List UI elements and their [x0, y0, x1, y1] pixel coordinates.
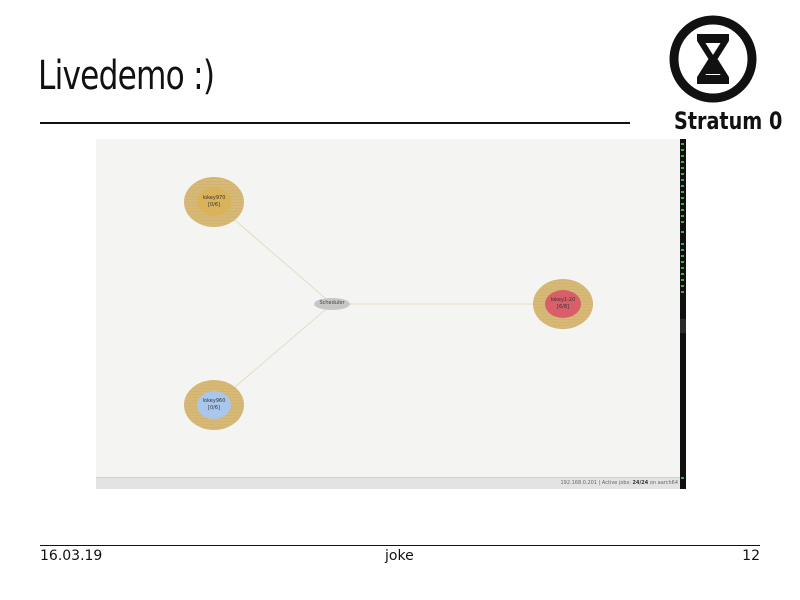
terminal-line [681, 273, 684, 275]
slide-title: Livedemo :) [38, 53, 215, 99]
terminal-line [681, 291, 684, 293]
terminal-line [681, 231, 684, 233]
terminal-divider [680, 319, 686, 333]
terminal-line [681, 255, 684, 257]
node-name: lokey960 [202, 398, 226, 404]
terminal-line [681, 179, 684, 181]
terminal-line [681, 279, 684, 281]
graph-edges [213, 201, 563, 406]
terminal-pane[interactable] [680, 139, 686, 489]
node-name: lokey970 [202, 195, 226, 201]
node-jobs: [0/6] [208, 202, 220, 208]
terminal-line [681, 249, 684, 251]
title-divider [40, 122, 630, 124]
terminal-line [681, 149, 684, 151]
node-name: lokey1-20 [550, 297, 576, 303]
status-jobs-value: 24/24 [632, 480, 649, 486]
footer-divider [40, 545, 760, 546]
node-label-lokey970: lokey970 [0/6] [194, 195, 234, 209]
stratum0-logo: Stratum 0 [664, 14, 783, 136]
status-bar: 192.168.0.201 | Active jobs: 24/24 on aa… [96, 477, 680, 489]
node-jobs: [0/6] [208, 405, 220, 411]
node-graph [184, 177, 593, 430]
hourglass-icon [669, 15, 757, 103]
node-label-lokey960: lokey960 [0/6] [194, 398, 234, 412]
terminal-cursor [681, 477, 684, 479]
terminal-line [681, 191, 684, 193]
footer-date: 16.03.19 [40, 548, 103, 564]
node-jobs: [6/8] [557, 304, 569, 310]
status-text: 192.168.0.201 | Active jobs: 24/24 on aa… [560, 480, 678, 486]
terminal-line [681, 267, 684, 269]
footer-page-number: 12 [742, 548, 760, 564]
terminal-line [681, 161, 684, 163]
scheduler-node[interactable] [314, 298, 350, 310]
terminal-line [681, 167, 684, 169]
footer-author: joke [385, 548, 414, 564]
node-label-lokey120: lokey1-20 [6/8] [543, 297, 583, 311]
terminal-line [681, 143, 684, 145]
terminal-line [681, 221, 684, 223]
status-jobs-label: Active jobs: [601, 480, 631, 486]
terminal-line [681, 285, 684, 287]
terminal-line [681, 185, 684, 187]
status-address: 192.168.0.201 [560, 480, 598, 486]
node-lokey120[interactable] [533, 279, 593, 329]
terminal-line [681, 197, 684, 199]
terminal-line [681, 209, 684, 211]
scheduler-label: Scheduler [319, 300, 345, 306]
terminal-line [681, 155, 684, 157]
node-lokey960[interactable] [184, 380, 244, 430]
node-lokey970[interactable] [184, 177, 244, 227]
terminal-line [681, 203, 684, 205]
logo-text: Stratum 0 [674, 107, 783, 135]
terminal-line [681, 215, 684, 217]
terminal-line [681, 261, 684, 263]
terminal-line [681, 243, 684, 245]
terminal-line [681, 173, 684, 175]
status-host: on aarch64 [649, 480, 678, 486]
demo-screenshot: lokey970 [0/6] lokey960 [0/6] lokey1-20 … [96, 139, 686, 489]
